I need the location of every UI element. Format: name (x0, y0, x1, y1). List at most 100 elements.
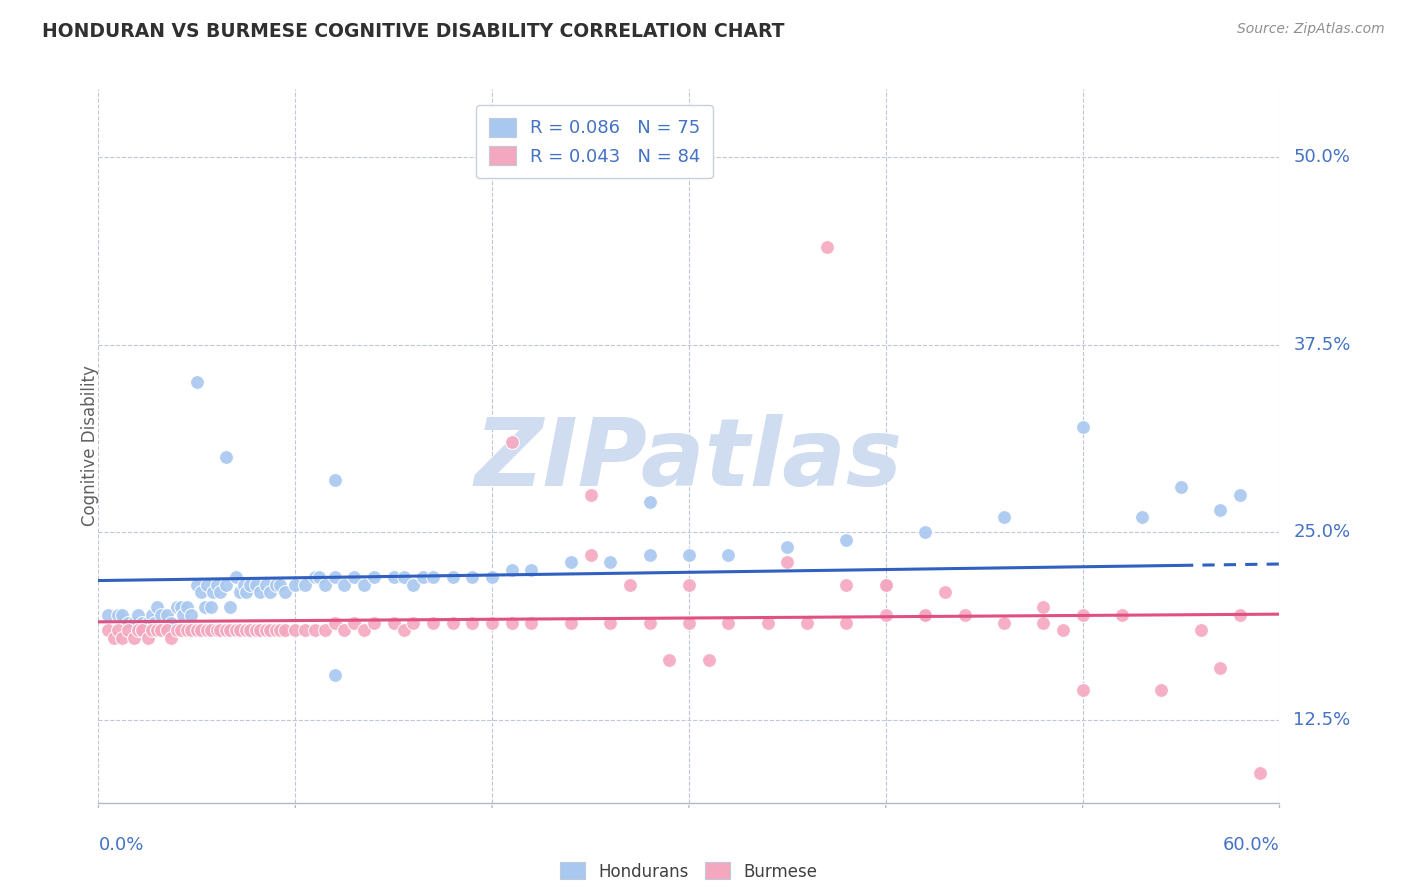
Point (717, 548, 740, 562)
Point (269, 623, 291, 637)
Point (1130, 510, 1153, 524)
Point (170, 600, 193, 615)
Point (1209, 503, 1232, 517)
Point (294, 623, 316, 637)
Point (1071, 607, 1094, 622)
Point (353, 578, 375, 592)
Point (274, 585, 297, 599)
Point (219, 600, 242, 615)
Point (835, 533, 858, 547)
Point (259, 585, 281, 599)
Point (229, 623, 252, 637)
Point (200, 600, 222, 615)
Point (1229, 488, 1251, 502)
Point (875, 578, 897, 592)
Point (235, 623, 257, 637)
Point (284, 578, 307, 592)
Point (835, 578, 858, 592)
Point (717, 615, 740, 630)
Legend: Hondurans, Burmese: Hondurans, Burmese (554, 855, 824, 888)
Point (225, 623, 247, 637)
Point (304, 570, 326, 584)
Point (127, 623, 149, 637)
Point (156, 623, 179, 637)
Point (156, 607, 179, 622)
Point (205, 578, 228, 592)
Point (111, 631, 134, 645)
Point (333, 623, 356, 637)
Point (796, 615, 818, 630)
Point (875, 578, 897, 592)
Point (697, 653, 720, 667)
Text: Source: ZipAtlas.com: Source: ZipAtlas.com (1237, 22, 1385, 37)
Point (461, 570, 484, 584)
Point (501, 563, 523, 577)
Point (186, 578, 208, 592)
Point (209, 585, 232, 599)
Point (1071, 420, 1094, 434)
Point (269, 578, 291, 592)
Point (638, 495, 661, 509)
Point (501, 435, 523, 450)
Point (239, 623, 262, 637)
Point (1229, 607, 1251, 622)
Point (363, 615, 385, 630)
Point (117, 615, 139, 630)
Point (239, 578, 262, 592)
Text: 50.0%: 50.0% (1294, 148, 1350, 166)
Point (254, 578, 277, 592)
Point (520, 615, 543, 630)
Point (579, 548, 602, 562)
Point (520, 563, 543, 577)
Point (422, 615, 444, 630)
Point (180, 623, 202, 637)
Point (97, 607, 120, 622)
Point (186, 623, 208, 637)
Point (323, 473, 346, 487)
Point (131, 623, 153, 637)
Point (176, 623, 198, 637)
Point (353, 623, 375, 637)
Point (323, 668, 346, 682)
Point (235, 585, 257, 599)
Point (103, 631, 125, 645)
Point (619, 578, 641, 592)
Point (501, 615, 523, 630)
Point (249, 623, 271, 637)
Point (599, 615, 621, 630)
Point (815, 240, 838, 254)
Point (402, 615, 425, 630)
Point (170, 623, 193, 637)
Point (264, 623, 287, 637)
Point (776, 541, 799, 555)
Point (1032, 600, 1054, 615)
Point (1052, 623, 1074, 637)
Point (201, 585, 224, 599)
Point (215, 578, 238, 592)
Point (914, 607, 936, 622)
Point (560, 615, 582, 630)
Point (141, 623, 163, 637)
Point (392, 570, 415, 584)
Point (323, 570, 346, 584)
Point (756, 615, 779, 630)
Point (141, 607, 163, 622)
Point (382, 615, 405, 630)
Point (190, 585, 212, 599)
Point (136, 631, 159, 645)
Point (160, 615, 183, 630)
Point (1111, 607, 1133, 622)
Point (194, 600, 217, 615)
Text: 12.5%: 12.5% (1294, 711, 1351, 729)
Point (150, 623, 173, 637)
Point (914, 525, 936, 540)
Y-axis label: Cognitive Disability: Cognitive Disability (82, 366, 98, 526)
Point (274, 623, 297, 637)
Point (402, 578, 425, 592)
Point (284, 623, 307, 637)
Point (245, 623, 267, 637)
Text: 37.5%: 37.5% (1294, 335, 1351, 353)
Point (314, 623, 336, 637)
Point (150, 607, 173, 622)
Point (131, 615, 153, 630)
